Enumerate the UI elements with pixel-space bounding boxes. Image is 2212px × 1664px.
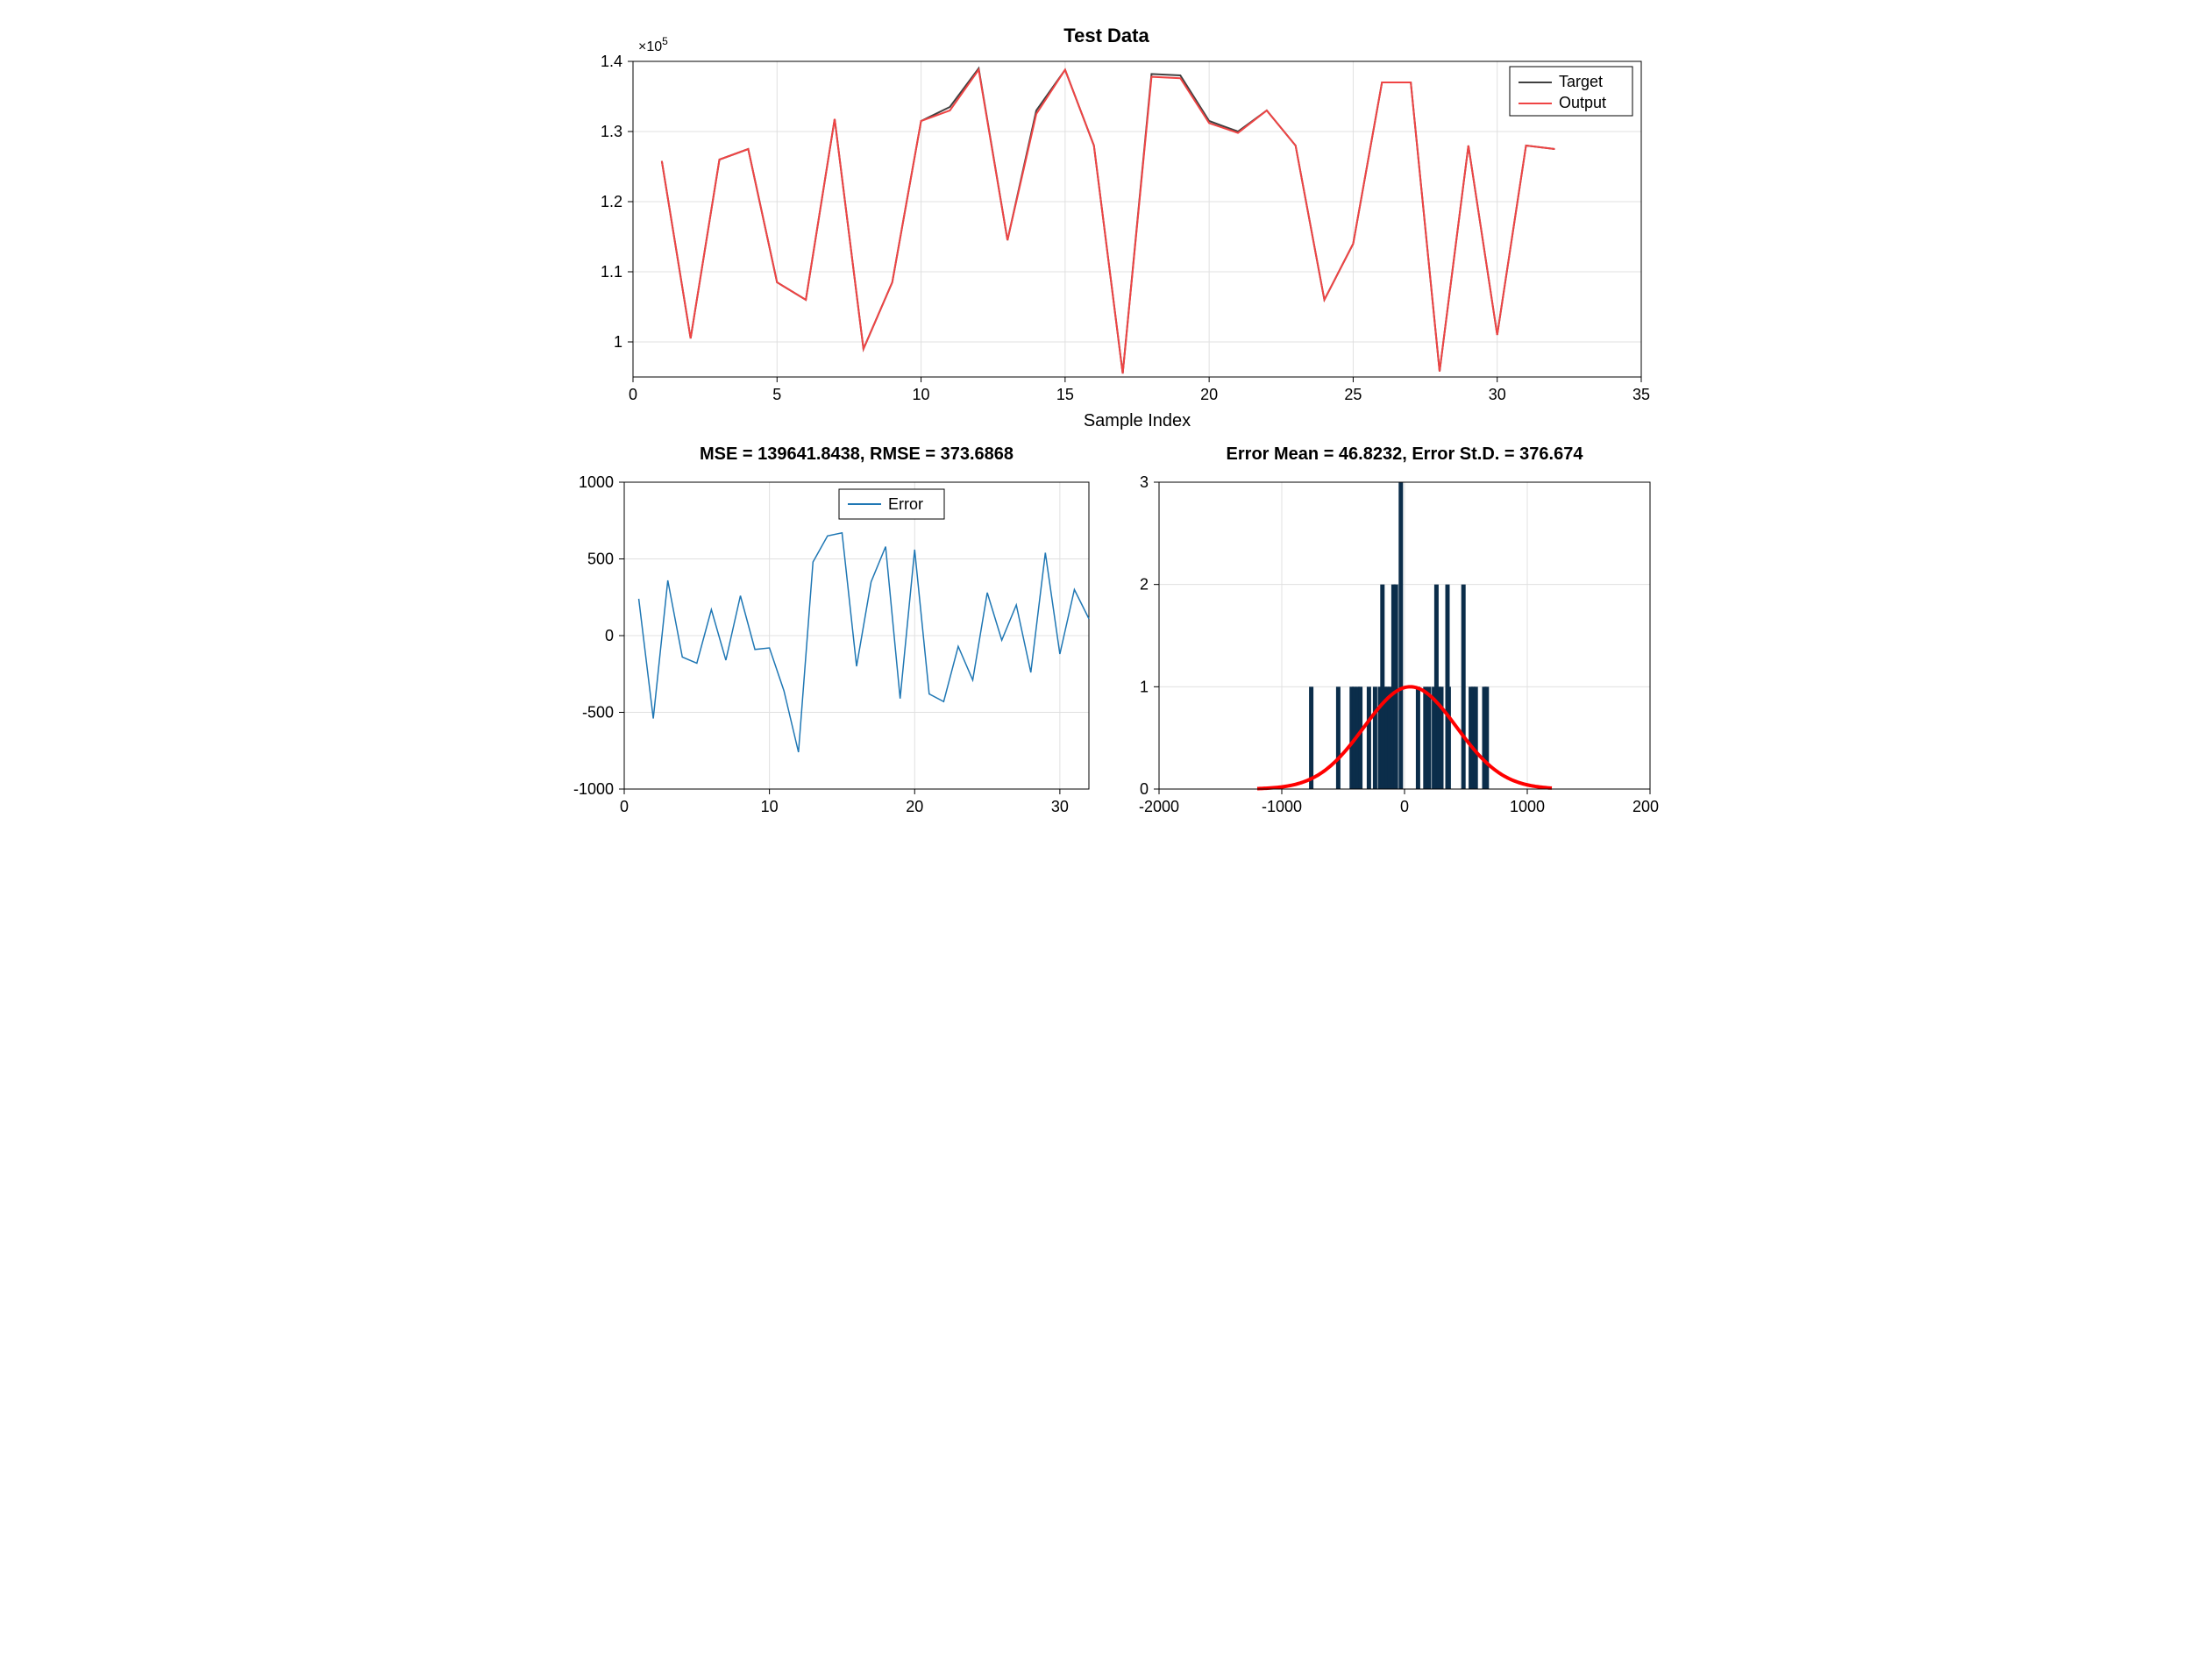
chart-title: Test Data <box>1063 25 1149 46</box>
x-tick-label: 30 <box>1488 386 1505 403</box>
y-tick-label: 0 <box>604 627 613 644</box>
x-tick-label: 0 <box>1399 798 1408 815</box>
y-tick-label: 1.3 <box>600 123 622 140</box>
x-tick-label: -1000 <box>1261 798 1301 815</box>
histogram-bar <box>1309 686 1313 789</box>
y-tick-label: 1.4 <box>600 53 622 70</box>
histogram-bar <box>1461 585 1465 789</box>
x-tick-label: 5 <box>772 386 781 403</box>
bottom-left-chart: MSE = 139641.8438, RMSE = 373.6868 0 10 20 3… <box>554 438 1098 824</box>
top-chart: Test Data ×105 0 5 10 15 20 25 30 35 1 1.1 1.2 1.3 1.4… <box>554 18 1659 438</box>
histogram-bar <box>1426 686 1431 789</box>
x-tick-label: 20 <box>906 798 923 815</box>
chart-title: Error Mean = 46.8232, Error St.D. = 376.… <box>1226 444 1583 464</box>
x-tick-label: 20 <box>1200 386 1218 403</box>
x-tick-label: 0 <box>619 798 628 815</box>
histogram-bar <box>1484 686 1489 789</box>
histogram-bar <box>1372 686 1376 789</box>
x-tick-label: 25 <box>1344 386 1362 403</box>
y-tick-label: 1 <box>613 333 622 351</box>
histogram-bar <box>1366 686 1370 789</box>
histogram-bar <box>1415 686 1419 789</box>
x-tick-label: 0 <box>628 386 637 403</box>
legend-label: Target <box>1559 73 1603 90</box>
y-tick-label: 1.2 <box>600 193 622 210</box>
histogram-bar <box>1358 686 1362 789</box>
histogram-bar <box>1335 686 1340 789</box>
x-tick-label: 35 <box>1632 386 1649 403</box>
figure-container: Test Data×1050510152025303511.11.21.31.4… <box>554 18 1659 824</box>
y-tick-label: -1000 <box>573 780 613 798</box>
x-tick-label: 10 <box>912 386 929 403</box>
bottom-right-chart-svg: Error Mean = 46.8232, Error St.D. = 376.… <box>1115 438 1659 824</box>
x-tick-label: 10 <box>760 798 778 815</box>
y-tick-label: 2 <box>1139 576 1148 594</box>
legend-label: Output <box>1559 94 1606 111</box>
chart-title: MSE = 139641.8438, RMSE = 373.6868 <box>699 444 1013 464</box>
x-tick-label: 1000 <box>1509 798 1544 815</box>
y-tick-label: 1.1 <box>600 263 622 281</box>
top-chart-svg: Test Data ×105 0 5 10 15 20 25 30 35 1 1.1 1.2 1.3 1.4… <box>554 18 1659 438</box>
y-tick-label: 1 <box>1139 678 1148 695</box>
x-tick-label: -2000 <box>1138 798 1178 815</box>
bottom-right-chart: Error Mean = 46.8232, Error St.D. = 376.… <box>1115 438 1659 824</box>
x-tick-label: 2000 <box>1632 798 1658 815</box>
histogram-bar <box>1473 686 1477 789</box>
histogram-bar <box>1439 686 1443 789</box>
y-tick-label: 1000 <box>578 473 613 491</box>
y-tick-label: 3 <box>1139 473 1148 491</box>
y-tick-label: 500 <box>587 551 613 568</box>
legend-label: Error <box>888 495 923 513</box>
bottom-left-chart-svg: MSE = 139641.8438, RMSE = 373.6868 0 10 20 3… <box>554 438 1098 824</box>
x-tick-label: 30 <box>1050 798 1068 815</box>
histogram-bar <box>1398 482 1403 789</box>
histogram-bar <box>1446 686 1450 789</box>
y-tick-label: -500 <box>581 704 613 722</box>
y-multiplier: ×105 <box>638 35 668 54</box>
x-axis-label: Sample Index <box>1083 411 1190 430</box>
y-tick-label: 0 <box>1139 780 1148 798</box>
histogram-bar <box>1393 585 1398 789</box>
x-tick-label: 15 <box>1056 386 1073 403</box>
